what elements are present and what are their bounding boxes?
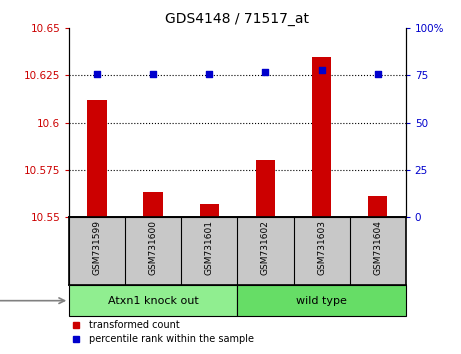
Point bbox=[318, 67, 325, 73]
Text: GSM731599: GSM731599 bbox=[93, 220, 102, 275]
Bar bbox=[200, 204, 219, 217]
Text: GSM731600: GSM731600 bbox=[149, 220, 158, 275]
Point bbox=[262, 69, 269, 74]
Text: percentile rank within the sample: percentile rank within the sample bbox=[89, 334, 254, 344]
Text: GSM731603: GSM731603 bbox=[317, 220, 326, 275]
Text: GSM731604: GSM731604 bbox=[373, 220, 382, 275]
Text: GSM731601: GSM731601 bbox=[205, 220, 214, 275]
Title: GDS4148 / 71517_at: GDS4148 / 71517_at bbox=[165, 12, 309, 26]
Point bbox=[94, 71, 101, 76]
Point bbox=[374, 71, 381, 76]
FancyBboxPatch shape bbox=[237, 285, 406, 316]
Bar bbox=[143, 192, 163, 217]
Text: Atxn1 knock out: Atxn1 knock out bbox=[108, 296, 199, 306]
Bar bbox=[312, 57, 331, 217]
Text: transformed count: transformed count bbox=[89, 320, 180, 330]
Point bbox=[149, 71, 157, 76]
Text: GSM731602: GSM731602 bbox=[261, 220, 270, 275]
Point bbox=[206, 71, 213, 76]
Text: wild type: wild type bbox=[296, 296, 347, 306]
Bar bbox=[256, 160, 275, 217]
FancyBboxPatch shape bbox=[69, 285, 237, 316]
Bar bbox=[88, 100, 107, 217]
Bar bbox=[368, 196, 387, 217]
